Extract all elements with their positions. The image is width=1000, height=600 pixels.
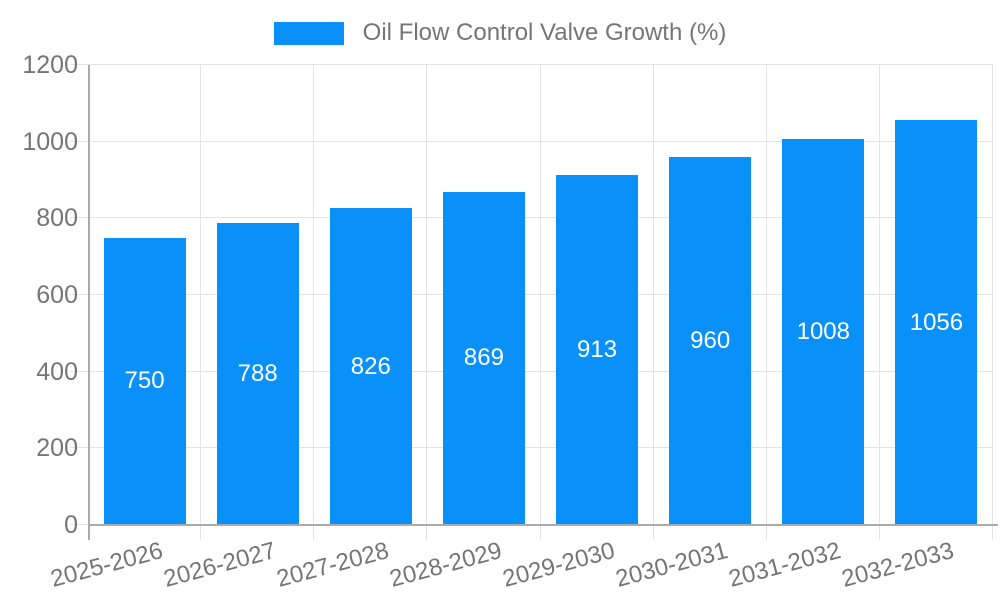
- y-tick-label: 1200: [22, 51, 78, 79]
- bar-value-label: 826: [350, 352, 391, 380]
- bar[interactable]: [329, 208, 412, 525]
- y-tick-label: 200: [36, 434, 78, 463]
- bar[interactable]: [442, 191, 525, 525]
- bar-value-label: 1008: [796, 317, 850, 345]
- legend-swatch-icon: [273, 21, 344, 45]
- legend-item[interactable]: Oil Flow Control Valve Growth (%): [273, 19, 727, 46]
- bar-value-label: 960: [690, 327, 731, 354]
- v-gridline: [539, 65, 541, 540]
- bar-value-label: 913: [577, 336, 618, 363]
- x-axis-line: [88, 524, 998, 526]
- v-gridline: [200, 65, 202, 540]
- y-tick-label: 600: [36, 281, 78, 309]
- y-tick-label: 1000: [22, 127, 78, 156]
- bar[interactable]: [216, 222, 299, 525]
- bar[interactable]: [782, 138, 865, 525]
- v-gridline: [313, 65, 315, 540]
- v-gridline: [765, 65, 767, 540]
- y-axis-line: [88, 65, 90, 540]
- y-tick-label: 400: [36, 357, 78, 386]
- bar-value-label: 1056: [909, 308, 964, 336]
- v-gridline: [992, 65, 993, 540]
- legend: Oil Flow Control Valve Growth (%): [0, 20, 1000, 46]
- bar[interactable]: [556, 175, 639, 525]
- h-gridline: [70, 217, 993, 219]
- h-gridline: [70, 294, 993, 295]
- bar[interactable]: [895, 120, 978, 525]
- y-tick-label: 0: [64, 511, 78, 539]
- bar[interactable]: [103, 237, 186, 525]
- bar-value-label: 750: [124, 367, 165, 395]
- h-gridline: [70, 447, 993, 449]
- bar-value-label: 869: [463, 344, 504, 372]
- v-gridline: [878, 65, 880, 540]
- h-gridline: [70, 64, 993, 65]
- y-axis-tick: [70, 524, 88, 525]
- h-gridline: [70, 140, 993, 142]
- y-tick-label: 800: [36, 204, 78, 233]
- legend-label: Oil Flow Control Valve Growth (%): [362, 19, 727, 46]
- v-gridline: [652, 65, 654, 540]
- h-gridline: [70, 370, 993, 372]
- bar-value-label: 788: [237, 359, 278, 387]
- v-gridline: [426, 65, 428, 540]
- bar[interactable]: [669, 157, 752, 525]
